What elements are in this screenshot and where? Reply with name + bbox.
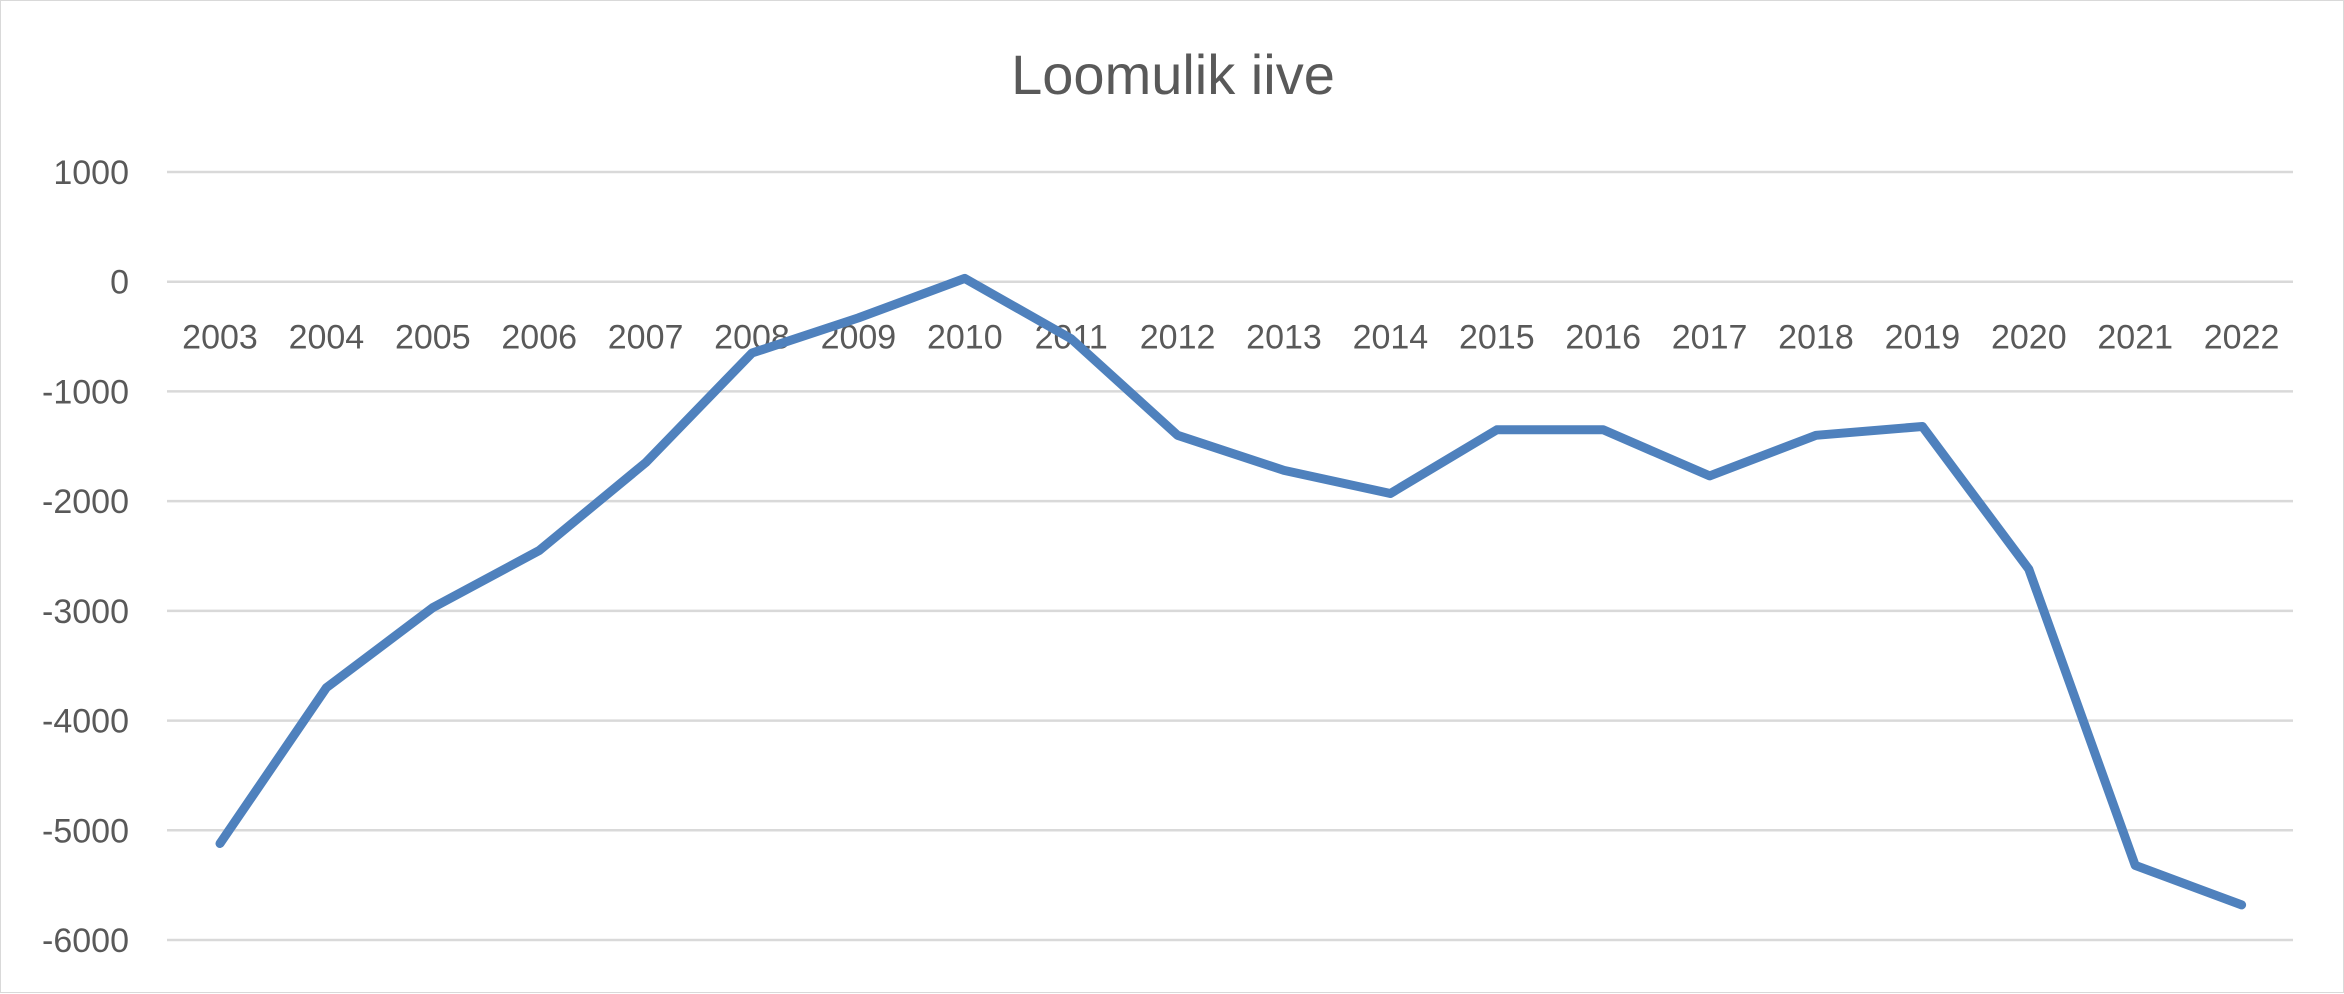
x-tick-label: 2007 [608, 319, 684, 357]
x-tick-label: 2010 [927, 319, 1003, 357]
y-tick-label: -1000 [42, 373, 129, 411]
x-tick-label: 2018 [1778, 319, 1854, 357]
chart-title: Loomulik iive [1011, 43, 1335, 106]
y-tick-label: -3000 [42, 593, 129, 631]
y-axis-tick-labels: 1000 0 -1000 -2000 -3000 -4000 -5000 -6000 [42, 154, 129, 960]
y-tick-label: -2000 [42, 483, 129, 521]
x-tick-label: 2016 [1565, 319, 1641, 357]
x-tick-label: 2005 [395, 319, 471, 357]
x-tick-label: 2004 [289, 319, 365, 357]
gridlines [167, 170, 2293, 942]
x-tick-label: 2003 [182, 319, 258, 357]
y-tick-label: -6000 [42, 922, 129, 960]
series-line [215, 273, 2247, 910]
x-tick-label: 2012 [1140, 319, 1216, 357]
y-tick-label: 1000 [53, 154, 129, 192]
series-lines [215, 273, 2247, 910]
x-tick-label: 2019 [1885, 319, 1961, 357]
x-tick-label: 2013 [1246, 319, 1322, 357]
y-tick-label: -4000 [42, 703, 129, 741]
x-tick-label: 2021 [2097, 319, 2173, 357]
x-tick-label: 2017 [1672, 319, 1748, 357]
x-axis-tick-labels: 2003 2004 2005 2006 2007 2008 2009 2010 2011 2012… [182, 319, 2279, 357]
x-tick-label: 2020 [1991, 319, 2067, 357]
x-tick-label: 2022 [2204, 319, 2280, 357]
y-tick-label: -5000 [42, 812, 129, 850]
x-tick-label: 2006 [501, 319, 577, 357]
x-tick-label: 2014 [1353, 319, 1429, 357]
x-tick-label: 2015 [1459, 319, 1535, 357]
y-tick-label: 0 [110, 264, 129, 302]
